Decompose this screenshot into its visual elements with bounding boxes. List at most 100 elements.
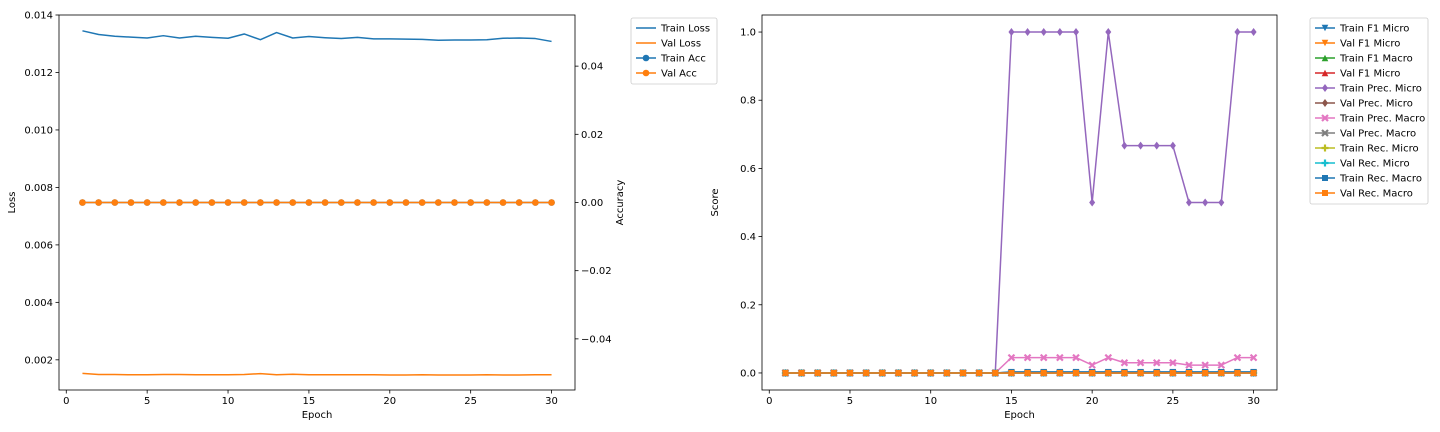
legend-item: Val F1 Micro — [1315, 69, 1400, 80]
data-point — [1186, 198, 1193, 207]
data-point — [976, 369, 983, 376]
y2-tick-label: 0.02 — [581, 130, 603, 141]
data-point — [160, 199, 167, 206]
data-point — [1105, 28, 1112, 37]
legend-label: Val F1 Micro — [1340, 39, 1400, 50]
data-point — [240, 199, 248, 206]
y-axis-label: Score — [710, 188, 721, 216]
legend-label: Val Prec. Macro — [1340, 129, 1416, 140]
legend-item: Val F1 Micro — [1315, 39, 1400, 50]
y-tick-label: 0.002 — [24, 355, 53, 366]
data-point — [435, 199, 442, 206]
data-point — [354, 199, 361, 206]
data-point — [1234, 369, 1241, 376]
data-point — [127, 199, 135, 206]
legend-label: Val Acc — [661, 69, 697, 80]
y-tick-label: 0.8 — [740, 96, 756, 107]
legend-label: Train Loss — [660, 24, 710, 35]
data-point — [1233, 353, 1242, 362]
legend-item: Val Rec. Macro — [1315, 189, 1413, 200]
data-point — [1250, 369, 1257, 376]
data-point — [1008, 28, 1015, 37]
data-point — [911, 369, 918, 376]
legend-marker — [1321, 54, 1329, 62]
legend-marker — [1321, 144, 1329, 152]
y-tick-label: 0.006 — [24, 240, 53, 251]
data-point — [1202, 198, 1209, 207]
series-line — [82, 372, 552, 376]
data-point — [814, 369, 821, 376]
data-point — [111, 199, 119, 206]
data-point — [370, 199, 377, 206]
y-tick-label: 0.012 — [24, 68, 53, 79]
x-axis-label: Epoch — [302, 410, 333, 421]
data-point — [532, 199, 539, 206]
x-tick-label: 5 — [847, 396, 853, 407]
legend-label: Train F1 Macro — [1339, 54, 1413, 65]
data-point — [515, 199, 523, 206]
x-tick-label: 15 — [1005, 396, 1018, 407]
y-axis-label: Loss — [7, 192, 18, 214]
data-point — [1088, 361, 1096, 369]
legend-marker — [1322, 190, 1328, 196]
data-point — [1137, 369, 1144, 376]
data-point — [483, 199, 491, 206]
data-point — [1234, 28, 1241, 37]
data-point — [1186, 369, 1193, 376]
data-point — [1089, 198, 1096, 207]
legend-frame — [630, 17, 718, 85]
series-train-loss — [82, 30, 552, 43]
legend-item: Train Prec. Micro — [1315, 84, 1422, 95]
data-point — [1217, 361, 1226, 369]
legend-item: Train F1 Macro — [1315, 54, 1413, 65]
legend-marker — [1321, 159, 1329, 167]
data-point — [224, 199, 232, 206]
data-point — [1023, 353, 1032, 362]
legend-label: Val Loss — [661, 39, 701, 50]
data-point — [95, 199, 102, 206]
series-val-acc — [79, 199, 555, 206]
data-point — [1250, 28, 1257, 37]
data-point — [1169, 358, 1177, 367]
data-point — [1169, 141, 1176, 150]
data-point — [1121, 369, 1128, 376]
data-point — [305, 199, 313, 206]
legend-label: Val F1 Micro — [1340, 69, 1400, 80]
data-point — [895, 369, 902, 376]
data-point — [1072, 353, 1080, 362]
data-point — [1056, 369, 1063, 376]
data-point — [289, 199, 297, 206]
legend-item: Train Rec. Micro — [1315, 144, 1419, 155]
legend: Train Loss Val Loss Train Acc Val Acc — [630, 17, 718, 85]
y2-tick-label: −0.04 — [581, 334, 612, 345]
data-point — [418, 199, 426, 206]
y-tick-label: 0.004 — [24, 298, 53, 309]
legend-marker — [1321, 24, 1329, 32]
data-point — [402, 199, 410, 206]
data-point — [1136, 358, 1145, 367]
legend-item: Val Prec. Macro — [1315, 129, 1416, 140]
data-point — [143, 199, 151, 206]
data-point — [192, 199, 199, 206]
legend-item: Train Loss — [636, 24, 710, 35]
series-val-loss — [82, 372, 552, 376]
legend-item: Val Rec. Micro — [1315, 159, 1410, 170]
data-point — [1137, 141, 1144, 150]
x-tick-label: 20 — [383, 396, 396, 407]
data-point — [257, 199, 264, 206]
data-point — [273, 199, 280, 206]
data-point — [1153, 369, 1160, 376]
data-point — [1056, 353, 1064, 362]
data-point — [1202, 369, 1209, 376]
legend-item: Val Prec. Micro — [1315, 99, 1413, 110]
legend-marker — [642, 54, 650, 62]
legend-item: Val Acc — [636, 69, 697, 80]
data-point — [1073, 369, 1080, 376]
legend-label: Val Rec. Macro — [1340, 189, 1413, 200]
data-point — [1040, 28, 1047, 37]
y-tick-label: 0.0 — [740, 368, 756, 379]
legend-frame — [1309, 17, 1429, 205]
x-tick-label: 5 — [144, 396, 150, 407]
y-tick-label: 0.014 — [24, 11, 53, 22]
data-point — [846, 369, 853, 376]
